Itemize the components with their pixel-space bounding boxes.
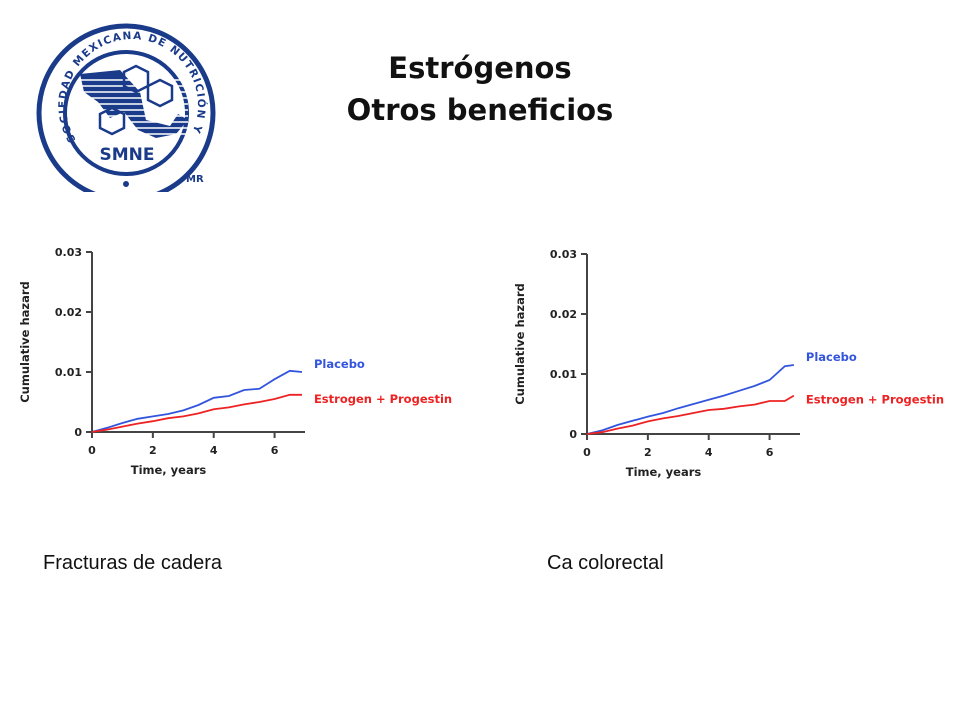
x-axis-label: Time, years [626, 465, 702, 479]
x-axis-label: Time, years [131, 463, 207, 477]
y-tick-label: 0.02 [55, 306, 82, 319]
x-tick-label: 6 [766, 446, 774, 459]
series-label: Estrogen + Progestin [806, 393, 944, 407]
x-tick-label: 2 [149, 444, 157, 457]
y-axis-label: Cumulative hazard [18, 281, 32, 403]
logo-map-icon [78, 64, 188, 138]
page-subtitle: Otros beneficios [346, 93, 614, 127]
x-tick-label: 0 [583, 446, 591, 459]
x-tick-label: 4 [210, 444, 218, 457]
series-line-placebo [586, 364, 795, 435]
y-tick-label: 0 [74, 426, 82, 439]
x-tick-label: 2 [644, 446, 652, 459]
caption-hip-fracture: Fracturas de cadera [43, 552, 222, 574]
series-line-placebo [91, 369, 303, 433]
chart-hip-fracture: 0 0.01 0.02 0.03 0 2 4 6 Time, years Cumulative h… [18, 246, 452, 477]
chart-colorectal: 0 0.01 0.02 0.03 0 2 4 6 Time, years Cumulative h… [513, 248, 944, 479]
series-line-estrogen-progestin [91, 393, 302, 433]
series-label: Estrogen + Progestin [314, 392, 452, 406]
page-title: Estrógenos [388, 51, 572, 85]
series-label: Placebo [314, 357, 365, 371]
x-tick-label: 0 [88, 444, 96, 457]
y-tick-label: 0.01 [55, 366, 82, 379]
series-label: Placebo [806, 350, 857, 364]
y-axis-label: Cumulative hazard [513, 283, 527, 405]
y-tick-label: 0.03 [550, 248, 577, 261]
y-tick-label: 0.03 [55, 246, 82, 259]
logo-mark: MR [186, 174, 204, 185]
x-tick-label: 4 [705, 446, 713, 459]
y-tick-label: 0 [569, 428, 577, 441]
logo-acronym: SMNE [99, 145, 154, 165]
caption-colorectal: Ca colorectal [547, 552, 664, 574]
x-tick-label: 6 [271, 444, 279, 457]
y-tick-label: 0.01 [550, 368, 577, 381]
smne-logo: SOCIEDAD MEXICANA DE NUTRICIÓN Y ENDOCRI… [28, 22, 216, 192]
y-tick-label: 0.02 [550, 308, 577, 321]
series-line-estrogen-progestin [586, 394, 795, 435]
